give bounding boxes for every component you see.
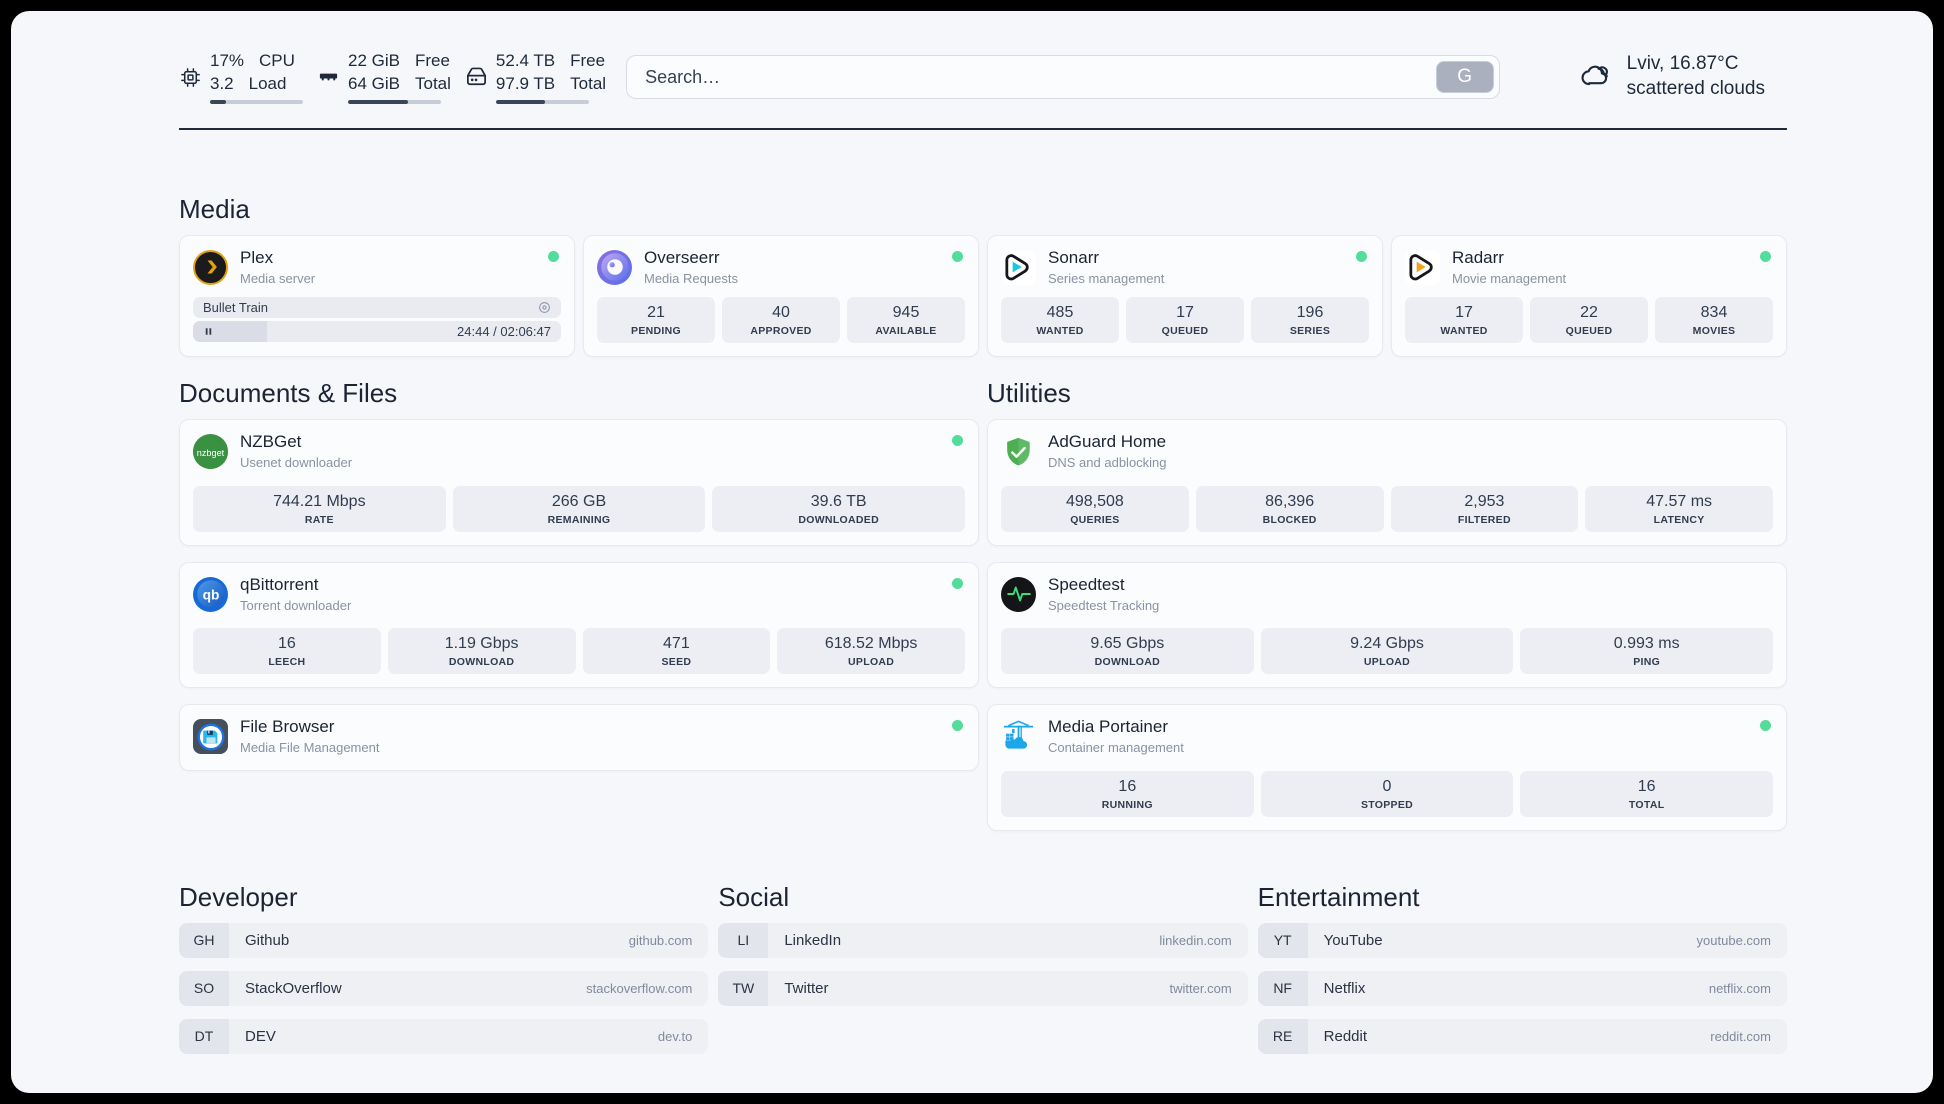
svg-text:nzbget: nzbget: [197, 448, 225, 458]
svg-text:qb: qb: [202, 588, 219, 603]
